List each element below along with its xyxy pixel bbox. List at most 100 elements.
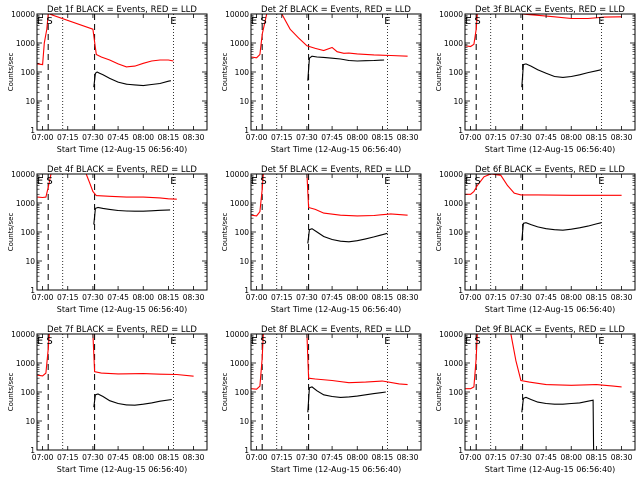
event-marker-label: E: [170, 336, 176, 347]
event-marker-label: E: [465, 176, 471, 187]
x-tick-label: 07:30: [296, 293, 318, 302]
x-tick-label: 08:30: [183, 133, 205, 142]
y-tick-label: 10000: [439, 10, 463, 19]
detector-panel-2: Det 2f BLACK = Events, RED = LLD Counts/s…: [221, 5, 422, 154]
events-series-line: [521, 63, 602, 88]
x-tick-label: 08:00: [346, 293, 368, 302]
x-tick-label: 07:15: [485, 133, 507, 142]
event-marker-label: S: [260, 176, 266, 187]
y-tick-label: 1000: [16, 199, 35, 208]
events-series-line: [93, 206, 171, 225]
y-axis-label: Counts/sec: [435, 53, 443, 92]
x-tick-label: 07:00: [32, 133, 54, 142]
x-axis-label: Start Time (12-Aug-15 06:56:40): [271, 145, 402, 154]
x-tick-label: 07:15: [485, 453, 507, 462]
x-tick-label: 07:45: [107, 453, 129, 462]
y-tick-label: 1: [244, 286, 249, 295]
x-tick-label: 08:30: [183, 293, 205, 302]
lld-series-line: [251, 14, 408, 59]
x-tick-label: 07:15: [57, 133, 79, 142]
x-axis-label: Start Time (12-Aug-15 06:56:40): [57, 305, 188, 314]
event-marker-label: E: [384, 176, 390, 187]
lld-series-line: [465, 174, 622, 196]
x-tick-label: 07:45: [321, 453, 343, 462]
y-tick-label: 1000: [16, 39, 35, 48]
detector-panel-6: Det 6f BLACK = Events, RED = LLD Counts/s…: [435, 165, 636, 314]
y-tick-label: 10000: [439, 330, 463, 339]
event-marker-label: E: [170, 16, 176, 27]
event-marker-label: E: [465, 336, 471, 347]
x-tick-label: 07:15: [57, 293, 79, 302]
x-tick-label: 07:00: [460, 293, 482, 302]
event-marker-label: E: [384, 336, 390, 347]
x-axis-label: Start Time (12-Aug-15 06:56:40): [57, 465, 188, 474]
x-axis-label: Start Time (12-Aug-15 06:56:40): [57, 145, 188, 154]
event-marker-label: S: [474, 176, 480, 187]
x-tick-label: 08:00: [560, 293, 582, 302]
lld-series-line: [37, 14, 174, 68]
x-tick-label: 07:15: [271, 293, 293, 302]
x-tick-label: 08:15: [158, 293, 180, 302]
panel-title: Det 7f BLACK = Events, RED = LLD: [47, 325, 197, 335]
detector-panel-8: Det 8f BLACK = Events, RED = LLD Counts/s…: [221, 325, 422, 474]
x-tick-label: 08:00: [132, 133, 154, 142]
x-tick-label: 08:30: [397, 453, 419, 462]
y-tick-label: 10: [25, 257, 35, 266]
x-tick-label: 07:45: [535, 293, 557, 302]
event-marker-label: E: [598, 16, 604, 27]
panel-title: Det 2f BLACK = Events, RED = LLD: [261, 5, 411, 15]
x-tick-label: 08:15: [586, 133, 608, 142]
y-tick-label: 1000: [444, 359, 463, 368]
event-marker-label: E: [251, 336, 257, 347]
y-tick-label: 10000: [11, 10, 35, 19]
y-tick-label: 10: [239, 417, 249, 426]
event-marker-label: E: [170, 176, 176, 187]
x-tick-label: 08:30: [611, 133, 633, 142]
events-series-line: [93, 71, 172, 88]
x-tick-label: 07:30: [510, 453, 532, 462]
x-tick-label: 08:00: [346, 133, 368, 142]
x-tick-label: 07:30: [296, 133, 318, 142]
panel-title: Det 8f BLACK = Events, RED = LLD: [261, 325, 411, 335]
y-axis-label: Counts/sec: [221, 53, 229, 92]
detector-panel-9: Det 9f BLACK = Events, RED = LLD Counts/s…: [435, 325, 636, 474]
x-tick-label: 08:00: [132, 293, 154, 302]
event-marker-label: E: [598, 336, 604, 347]
y-tick-label: 100: [449, 68, 464, 77]
y-axis-label: Counts/sec: [7, 53, 15, 92]
y-tick-label: 1000: [230, 199, 249, 208]
y-tick-label: 10000: [225, 330, 249, 339]
y-tick-label: 100: [449, 388, 464, 397]
y-axis-label: Counts/sec: [221, 373, 229, 412]
x-axis-label: Start Time (12-Aug-15 06:56:40): [485, 305, 616, 314]
x-tick-label: 08:30: [397, 293, 419, 302]
panel-title: Det 1f BLACK = Events, RED = LLD: [47, 5, 197, 15]
lld-series-line: [465, 14, 622, 48]
y-tick-label: 10: [453, 417, 463, 426]
lld-series-line: [251, 334, 408, 390]
y-axis-label: Counts/sec: [221, 213, 229, 252]
y-tick-label: 100: [235, 68, 250, 77]
x-tick-label: 08:15: [586, 293, 608, 302]
event-marker-label: E: [37, 176, 43, 187]
x-tick-label: 07:45: [107, 133, 129, 142]
x-tick-label: 07:00: [460, 453, 482, 462]
event-marker-label: E: [37, 16, 43, 27]
event-marker-label: E: [37, 336, 43, 347]
x-axis-label: Start Time (12-Aug-15 06:56:40): [271, 305, 402, 314]
y-tick-label: 100: [21, 228, 36, 237]
events-series-line: [307, 55, 385, 81]
y-axis-label: Counts/sec: [435, 373, 443, 412]
y-tick-label: 1000: [230, 39, 249, 48]
lld-series-line: [37, 334, 194, 377]
event-marker-label: S: [46, 336, 52, 347]
panel-title: Det 9f BLACK = Events, RED = LLD: [475, 325, 625, 335]
detector-panel-4: Det 4f BLACK = Events, RED = LLD Counts/s…: [7, 165, 208, 314]
x-tick-label: 07:30: [82, 133, 104, 142]
x-tick-label: 07:00: [460, 133, 482, 142]
event-marker-label: S: [260, 16, 266, 27]
event-marker-label: E: [251, 176, 257, 187]
y-axis-label: Counts/sec: [435, 213, 443, 252]
y-tick-label: 10: [25, 97, 35, 106]
event-marker-label: E: [251, 16, 257, 27]
